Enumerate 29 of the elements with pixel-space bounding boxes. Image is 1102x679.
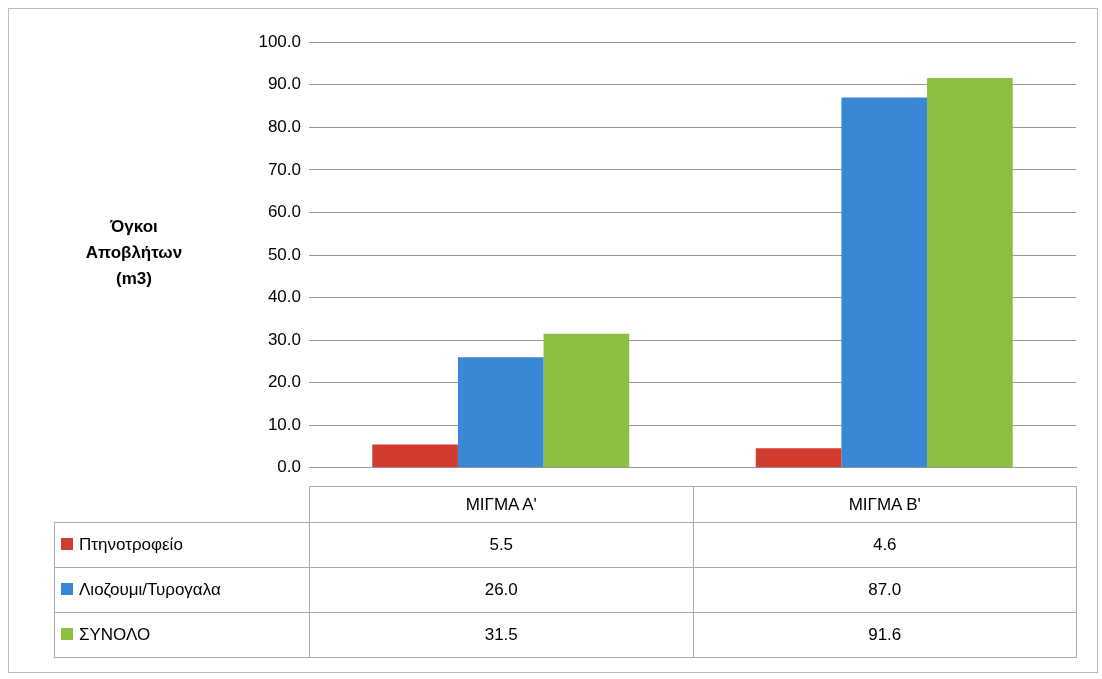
y-tick-label: 70.0 [267,159,301,179]
y-tick-label: 60.0 [267,202,301,222]
bar [372,444,458,468]
y-tick-label: 20.0 [267,372,301,392]
bar [755,448,842,468]
legend-label: Λιοζουμι/Τυρογαλα [54,567,310,613]
bar [457,357,544,468]
legend-label: Πτηνοτροφείο [54,522,310,568]
y-tick-label: 80.0 [267,117,301,137]
y-tick-label: 10.0 [267,414,301,434]
data-label: 5.5 [309,522,693,568]
bar [543,333,630,468]
x-tick-label: ΜΙΓΜΑ Β' [693,486,1077,523]
y-tick-label: 30.0 [267,329,301,349]
data-label: 87.0 [693,567,1077,613]
legend-label: ΣΥΝΟΛΟ [54,612,310,658]
y-tick-label: 50.0 [267,244,301,264]
data-label: 26.0 [309,567,693,613]
y-axis-title: Όγκοι Αποβλήτων (m3) [84,216,184,290]
bar [927,77,1013,468]
x-tick-label: ΜΙΓΜΑ Α' [309,486,693,523]
y-tick-label: 40.0 [267,287,301,307]
y-tick-label: 100.0 [258,31,301,51]
bar [841,97,928,468]
data-label: 91.6 [693,612,1077,658]
y-tick-label: 90.0 [267,74,301,94]
y-tick-label: 0.0 [277,457,301,477]
data-label: 31.5 [309,612,693,658]
data-label: 4.6 [693,522,1077,568]
